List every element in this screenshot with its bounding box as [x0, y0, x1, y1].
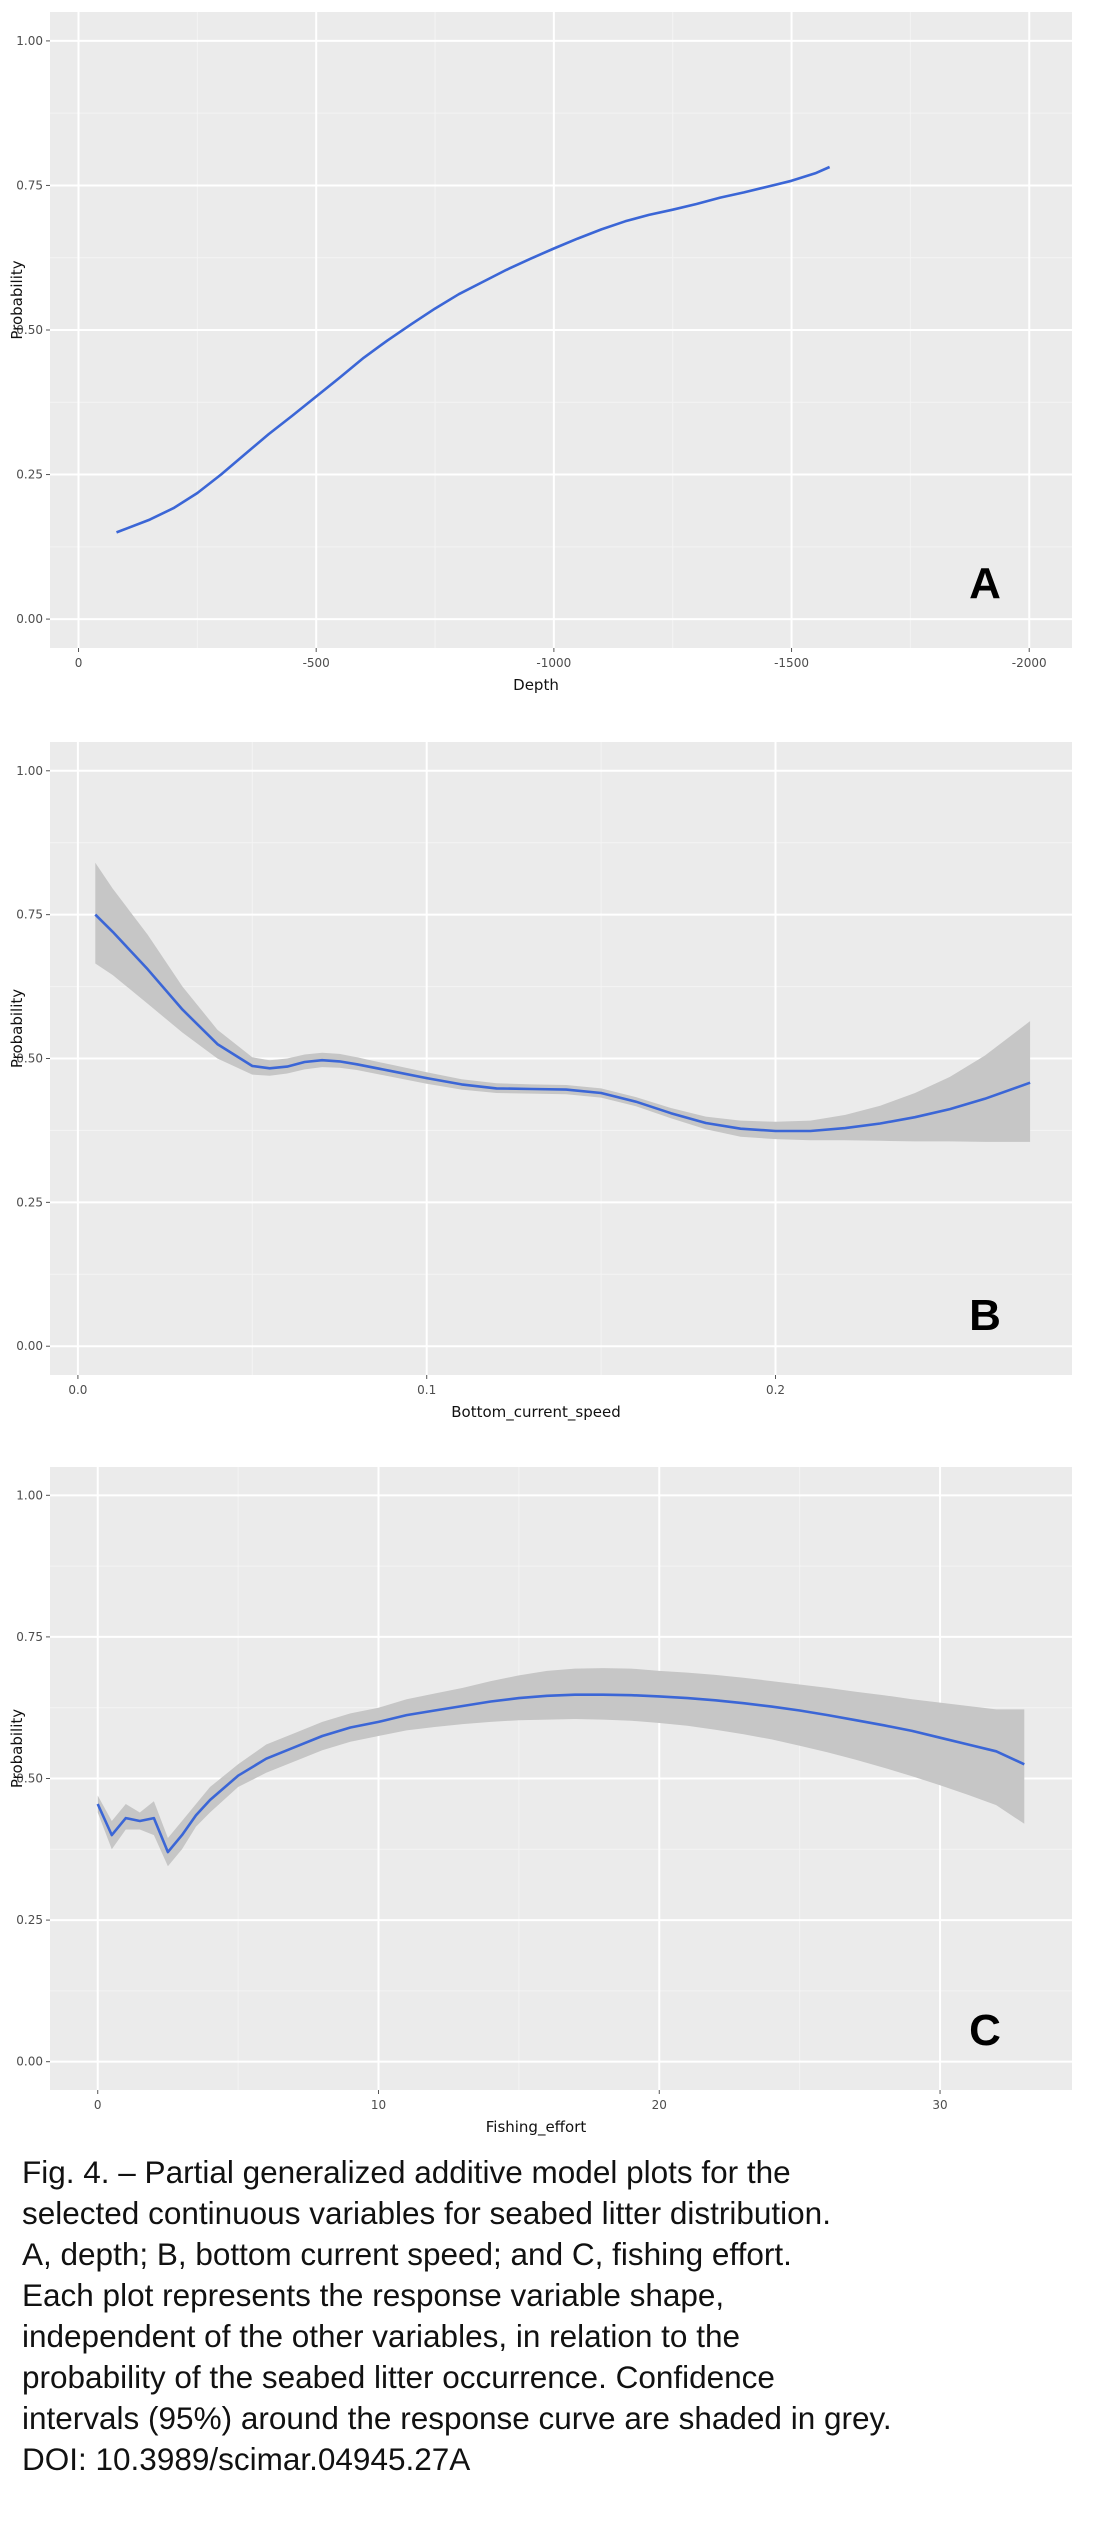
chart-fishing-effort: 0.00 0.25 0.50 0.75 1.00 0 10 20 30 Fishing_effor…: [8, 1467, 1072, 2137]
x-axis-title: Bottom_current_speed: [451, 1403, 620, 1422]
y-tick-label: 0.00: [16, 612, 43, 626]
y-tick-label: 0.75: [16, 178, 43, 192]
y-tick-label: 0.25: [16, 1195, 43, 1209]
x-tick-label: 30: [932, 2098, 947, 2112]
caption-line: independent of the other variables, in r…: [22, 2318, 740, 2354]
y-axis-title: Probability: [8, 1709, 26, 1788]
caption-line: probability of the seabed litter occurre…: [22, 2359, 775, 2395]
x-tick-label: 0.2: [766, 1383, 785, 1397]
x-tick-label: -500: [303, 656, 330, 670]
caption-line: DOI: 10.3989/scimar.04945.27A: [22, 2441, 471, 2477]
y-axis-title: Probability: [8, 989, 26, 1068]
panel-label: A: [969, 559, 1001, 608]
caption-line: Each plot represents the response variab…: [22, 2277, 725, 2313]
y-axis-title: Probability: [8, 260, 26, 339]
y-tick-label: 0.75: [16, 908, 43, 922]
x-tick-label: -2000: [1012, 656, 1047, 670]
response-curve: [96, 1693, 1025, 1854]
x-tick-label: 0.0: [68, 1383, 87, 1397]
caption-line: Fig. 4. – Partial generalized additive m…: [22, 2154, 791, 2190]
y-tick-label: 0.25: [16, 468, 43, 482]
caption-line: intervals (95%) around the response curv…: [22, 2400, 892, 2436]
x-tick-label: 10: [371, 2098, 386, 2112]
y-tick-label: 0.50: [16, 1052, 43, 1066]
x-tick-label: 0: [94, 2098, 102, 2112]
x-tick-label: 0.1: [417, 1383, 436, 1397]
figure-caption: Fig. 4. – Partial generalized additive m…: [22, 2152, 1092, 2480]
panel-label: B: [969, 1291, 1001, 1340]
x-tick-label: -1000: [536, 656, 571, 670]
y-tick-label: 1.00: [16, 34, 43, 48]
y-tick-label: 1.00: [16, 764, 43, 778]
x-tick-label: 0: [75, 656, 83, 670]
chart-bottom-current-speed: 0.00 0.25 0.50 0.75 1.00 0.0 0.1 0.2 Bottom_curr…: [8, 742, 1072, 1422]
x-tick-label: -1500: [774, 656, 809, 670]
caption-line: A, depth; B, bottom current speed; and C…: [22, 2236, 792, 2272]
x-tick-label: 20: [652, 2098, 667, 2112]
chart-depth: 0.00 0.25 0.50 0.75 1.00 0 -500 -1000 -1500 -2000…: [8, 12, 1072, 694]
y-tick-label: 0.50: [16, 323, 43, 337]
y-tick-label: 0.00: [16, 2055, 43, 2069]
x-axis-title: Depth: [513, 676, 559, 694]
y-tick-label: 0.75: [16, 1630, 43, 1644]
confidence-band: [95, 862, 1031, 1142]
caption-line: selected continuous variables for seabed…: [22, 2195, 831, 2231]
response-curve: [94, 913, 1031, 1133]
response-curve: [116, 165, 831, 534]
y-tick-label: 0.00: [16, 1339, 43, 1353]
panel-label: C: [969, 2006, 1001, 2055]
y-tick-label: 1.00: [16, 1488, 43, 1502]
x-axis-title: Fishing_effort: [486, 2118, 587, 2137]
y-tick-label: 0.25: [16, 1913, 43, 1927]
y-tick-label: 0.50: [16, 1772, 43, 1786]
confidence-band: [97, 1668, 1025, 1867]
